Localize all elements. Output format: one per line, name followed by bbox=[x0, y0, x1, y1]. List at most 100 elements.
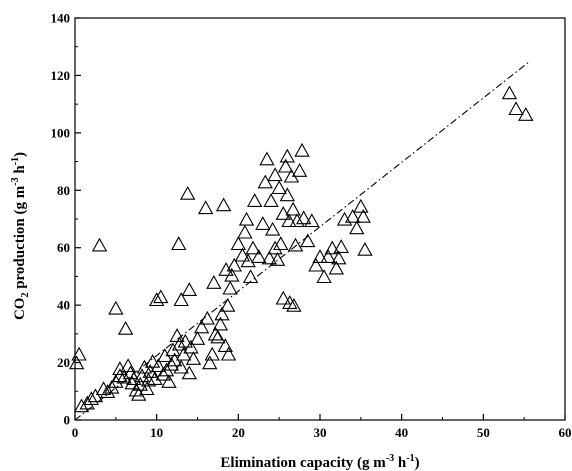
data-point bbox=[175, 346, 192, 361]
data-point bbox=[355, 208, 371, 223]
data-point bbox=[271, 180, 287, 195]
data-point bbox=[518, 106, 534, 121]
data-point bbox=[79, 395, 95, 410]
x-axis-title: Elimination capacity (g m-3 h-1) bbox=[220, 453, 419, 471]
data-point bbox=[269, 251, 286, 266]
data-point bbox=[73, 398, 90, 413]
data-point bbox=[108, 300, 124, 315]
data-point bbox=[171, 336, 188, 351]
data-point bbox=[267, 240, 283, 255]
data-point bbox=[312, 249, 328, 263]
data-point bbox=[220, 346, 237, 361]
x-tick-label: 30 bbox=[314, 425, 327, 440]
data-point bbox=[193, 319, 210, 334]
data-point bbox=[333, 239, 349, 253]
data-point bbox=[204, 346, 220, 361]
plot-frame bbox=[74, 17, 566, 421]
data-point bbox=[83, 391, 100, 406]
data-point bbox=[304, 213, 320, 228]
data-point bbox=[255, 216, 271, 230]
data-point bbox=[279, 148, 296, 163]
data-point bbox=[171, 236, 187, 251]
data-point bbox=[246, 193, 263, 207]
data-point bbox=[185, 351, 202, 365]
data-point bbox=[140, 372, 157, 387]
data-point bbox=[155, 366, 171, 381]
data-point bbox=[273, 236, 289, 251]
data-point bbox=[357, 241, 373, 256]
data-point bbox=[132, 376, 149, 391]
data-point bbox=[71, 346, 87, 361]
data-point bbox=[222, 280, 238, 295]
data-point bbox=[344, 208, 361, 223]
data-point bbox=[240, 253, 256, 268]
data-point bbox=[508, 101, 524, 116]
data-point bbox=[328, 260, 345, 275]
data-point bbox=[153, 289, 169, 304]
data-point bbox=[117, 320, 134, 335]
data-point bbox=[147, 371, 163, 385]
data-point bbox=[275, 206, 291, 220]
data-point bbox=[206, 274, 222, 289]
data-point bbox=[163, 356, 180, 371]
data-point bbox=[87, 388, 104, 403]
x-tick-label: 60 bbox=[559, 425, 572, 440]
y-tick-label: 100 bbox=[51, 125, 71, 140]
y-tick-label: 60 bbox=[57, 240, 70, 255]
data-point bbox=[116, 369, 132, 384]
data-point bbox=[218, 262, 234, 276]
data-point bbox=[177, 333, 193, 348]
data-point bbox=[501, 85, 518, 100]
y-tick-label: 0 bbox=[64, 413, 71, 428]
data-point bbox=[279, 187, 296, 202]
data-point bbox=[124, 375, 140, 390]
data-point bbox=[173, 292, 189, 307]
data-point bbox=[237, 224, 253, 239]
data-point bbox=[220, 297, 236, 312]
data-point bbox=[331, 250, 347, 265]
data-point bbox=[282, 295, 298, 309]
data-point bbox=[217, 338, 233, 352]
data-point bbox=[294, 142, 310, 157]
data-point bbox=[238, 211, 255, 226]
data-point bbox=[134, 368, 150, 383]
data-point bbox=[324, 240, 340, 255]
data-point bbox=[197, 200, 214, 215]
data-point bbox=[173, 359, 189, 374]
data-point bbox=[181, 282, 198, 296]
data-point bbox=[300, 233, 316, 248]
y-tick-label: 140 bbox=[51, 11, 71, 26]
data-point bbox=[263, 193, 279, 207]
data-point bbox=[95, 381, 112, 396]
data-point bbox=[189, 330, 206, 345]
trend-line bbox=[74, 62, 529, 421]
data-point bbox=[181, 365, 198, 380]
data-point bbox=[179, 185, 196, 200]
data-point bbox=[277, 158, 294, 173]
data-point bbox=[295, 210, 312, 225]
data-point bbox=[202, 355, 218, 370]
data-point bbox=[99, 384, 116, 398]
data-point bbox=[245, 240, 261, 255]
data-point bbox=[207, 326, 224, 341]
data-point bbox=[281, 213, 297, 228]
data-point bbox=[161, 374, 177, 388]
data-point bbox=[234, 247, 251, 262]
y-axis-title: CO2 production (g m-3 h-1) bbox=[10, 152, 31, 320]
data-point bbox=[261, 250, 278, 265]
data-point bbox=[251, 249, 267, 263]
y-tick-label: 120 bbox=[51, 68, 71, 83]
data-point bbox=[150, 358, 167, 373]
data-point bbox=[320, 249, 336, 263]
data-point bbox=[215, 197, 232, 212]
x-tick-label: 10 bbox=[150, 425, 163, 440]
data-point bbox=[264, 221, 281, 236]
x-tick-label: 20 bbox=[232, 425, 245, 440]
data-point bbox=[267, 167, 283, 182]
y-tick-label: 20 bbox=[57, 355, 70, 370]
data-point bbox=[242, 269, 259, 284]
data-point bbox=[210, 329, 226, 344]
x-tick-label: 50 bbox=[477, 425, 490, 440]
data-point bbox=[212, 316, 229, 331]
data-point bbox=[286, 297, 302, 312]
